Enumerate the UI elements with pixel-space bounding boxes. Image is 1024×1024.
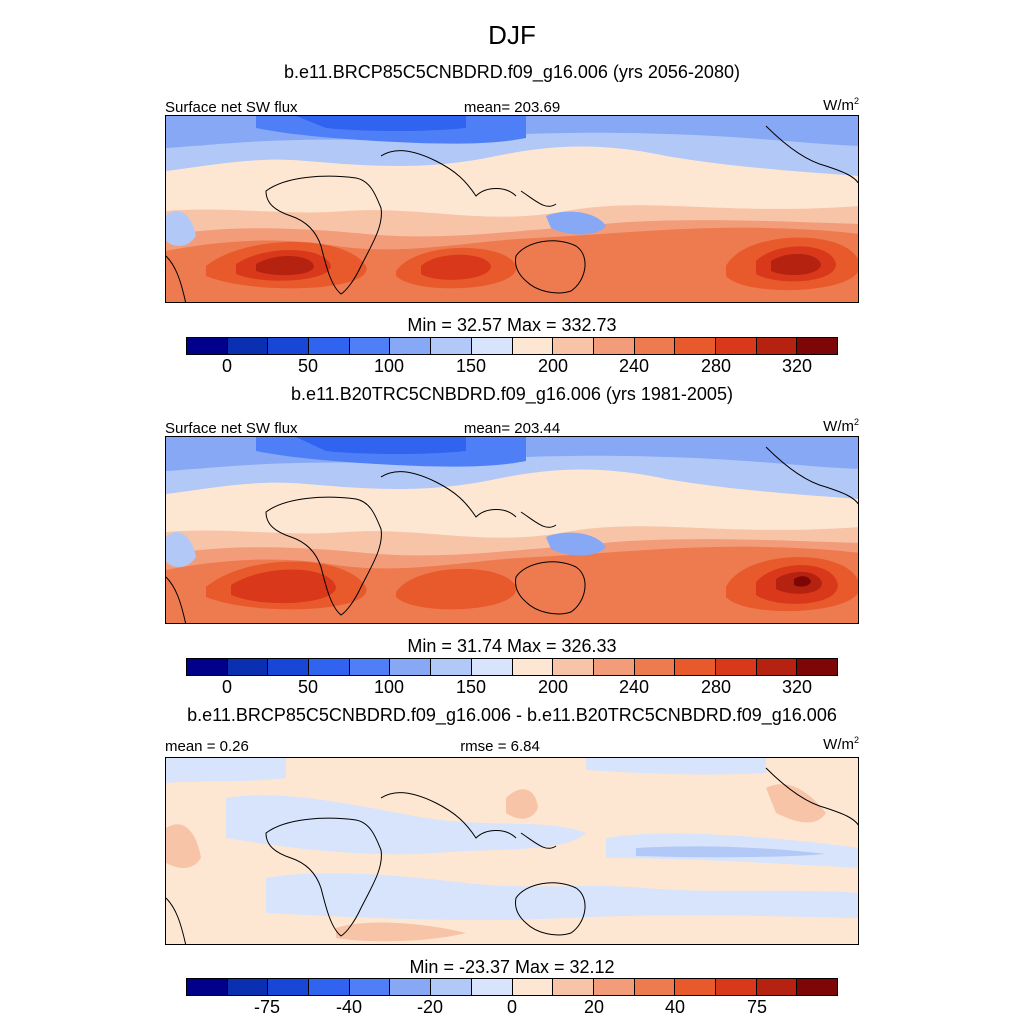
panel1-tick: 100 (373, 356, 405, 376)
colorbar-swatch (431, 338, 472, 354)
panel1-tick: 240 (618, 356, 650, 376)
panel1-tick: 0 (221, 356, 233, 376)
colorbar-swatch (553, 659, 594, 675)
panel3-map (165, 757, 859, 945)
colorbar-swatch (634, 979, 676, 995)
colorbar-swatch (512, 979, 554, 995)
colorbar-swatch (390, 659, 432, 675)
panel1-units: W/m2 (823, 96, 859, 114)
panel1-tick: 50 (297, 356, 319, 376)
colorbar-swatch (431, 979, 472, 995)
panel2-mean-label: mean= 203.44 (463, 420, 561, 437)
colorbar-swatch (756, 979, 798, 995)
colorbar-swatch (553, 338, 594, 354)
colorbar-swatch (390, 338, 432, 354)
panel3-colorbar (186, 978, 838, 996)
colorbar-swatch (512, 338, 554, 354)
colorbar-swatch (187, 979, 228, 995)
colorbar-swatch (797, 659, 837, 675)
panel3-rmse-label: rmse = 6.84 (460, 738, 540, 755)
panel3-minmax: Min = -23.37 Max = 32.12 (409, 957, 615, 977)
colorbar-swatch (309, 338, 350, 354)
panel1-tick: 280 (700, 356, 732, 376)
colorbar-swatch (268, 338, 310, 354)
colorbar-swatch (431, 659, 472, 675)
panel3-tick: 20 (583, 997, 605, 1017)
panel3-tick: 40 (664, 997, 686, 1017)
panel1-tick: 200 (537, 356, 569, 376)
colorbar-swatch (227, 338, 269, 354)
colorbar-swatch (593, 338, 635, 354)
colorbar-swatch (715, 659, 757, 675)
colorbar-swatch (471, 979, 513, 995)
panel2-case-title: b.e11.B20TRC5CNBDRD.f09_g16.006 (yrs 198… (291, 384, 733, 404)
colorbar-swatch (797, 338, 837, 354)
colorbar-swatch (187, 659, 228, 675)
panel3-units: W/m2 (823, 735, 859, 753)
panel2-left-label: Surface net SW flux (165, 420, 298, 437)
colorbar-swatch (715, 338, 757, 354)
colorbar-swatch (634, 659, 676, 675)
panel3-case-title: b.e11.BRCP85C5CNBDRD.f09_g16.006 - b.e11… (187, 705, 837, 725)
panel3-tick: -20 (416, 997, 444, 1017)
panel3-mean-label: mean = 0.26 (165, 738, 249, 755)
panel2-tick: 50 (297, 677, 319, 697)
panel2-minmax: Min = 31.74 Max = 326.33 (407, 636, 617, 656)
colorbar-swatch (756, 659, 798, 675)
colorbar-swatch (756, 338, 798, 354)
panel1-map (165, 115, 859, 303)
colorbar-swatch (187, 338, 228, 354)
panel3-tick: -40 (335, 997, 363, 1017)
panel2-tick: 100 (373, 677, 405, 697)
panel2-tick: 200 (537, 677, 569, 697)
colorbar-swatch (675, 659, 716, 675)
panel1-tick: 320 (781, 356, 813, 376)
panel2-map (165, 436, 859, 624)
colorbar-swatch (675, 979, 716, 995)
panel1-tick: 150 (455, 356, 487, 376)
panel2-tick: 320 (781, 677, 813, 697)
panel2-tick: 240 (618, 677, 650, 697)
colorbar-swatch (593, 979, 635, 995)
panel2-tick: 150 (455, 677, 487, 697)
panel1-case-title: b.e11.BRCP85C5CNBDRD.f09_g16.006 (yrs 20… (284, 62, 740, 82)
colorbar-swatch (268, 659, 310, 675)
panel1-minmax: Min = 32.57 Max = 332.73 (407, 315, 617, 335)
panel3-tick: 75 (746, 997, 768, 1017)
colorbar-swatch (471, 659, 513, 675)
colorbar-swatch (797, 979, 837, 995)
panel2-colorbar (186, 658, 838, 676)
colorbar-swatch (227, 659, 269, 675)
colorbar-swatch (675, 338, 716, 354)
colorbar-swatch (309, 979, 350, 995)
colorbar-swatch (512, 659, 554, 675)
panel3-tick: -75 (253, 997, 281, 1017)
panel2-tick: 280 (700, 677, 732, 697)
colorbar-swatch (471, 338, 513, 354)
panel3-tick: 0 (506, 997, 518, 1017)
colorbar-swatch (634, 338, 676, 354)
panel2-units: W/m2 (823, 417, 859, 435)
panel1-colorbar (186, 337, 838, 355)
colorbar-swatch (309, 659, 350, 675)
figure-title: DJF (488, 20, 536, 50)
colorbar-swatch (349, 338, 391, 354)
colorbar-swatch (593, 659, 635, 675)
colorbar-swatch (349, 979, 391, 995)
colorbar-swatch (715, 979, 757, 995)
colorbar-swatch (227, 979, 269, 995)
panel2-tick: 0 (221, 677, 233, 697)
colorbar-swatch (390, 979, 432, 995)
colorbar-swatch (553, 979, 594, 995)
panel1-mean-label: mean= 203.69 (463, 99, 561, 116)
panel1-left-label: Surface net SW flux (165, 99, 298, 116)
colorbar-swatch (268, 979, 310, 995)
colorbar-swatch (349, 659, 391, 675)
